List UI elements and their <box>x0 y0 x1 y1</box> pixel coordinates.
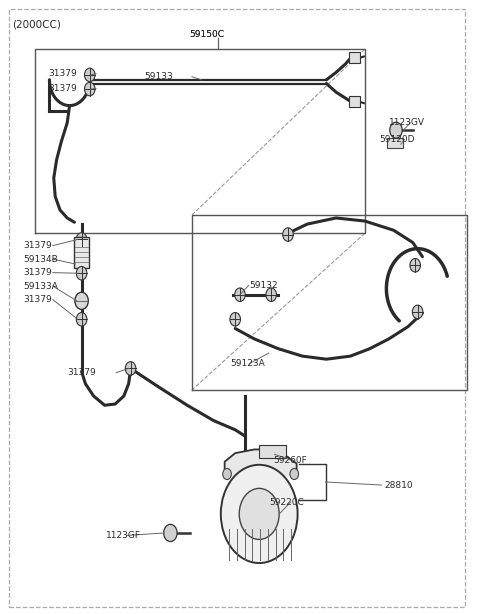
Circle shape <box>84 82 95 96</box>
Circle shape <box>221 465 298 563</box>
Text: 59150C: 59150C <box>189 31 224 39</box>
FancyBboxPatch shape <box>349 52 360 63</box>
Circle shape <box>283 228 293 241</box>
Circle shape <box>235 288 245 301</box>
Circle shape <box>75 292 88 309</box>
Circle shape <box>412 305 423 319</box>
Circle shape <box>390 122 402 138</box>
Text: 59133: 59133 <box>144 72 173 80</box>
Circle shape <box>223 468 231 480</box>
Text: 59133A: 59133A <box>23 282 58 290</box>
Circle shape <box>76 233 87 246</box>
Text: (2000CC): (2000CC) <box>12 20 61 29</box>
Text: 59260F: 59260F <box>274 456 307 465</box>
Text: 28810: 28810 <box>384 481 413 489</box>
Text: 31379: 31379 <box>48 69 77 78</box>
Circle shape <box>76 266 87 280</box>
Text: 1123GF: 1123GF <box>106 531 141 540</box>
Text: 31379: 31379 <box>23 295 52 304</box>
Circle shape <box>76 313 87 326</box>
Text: 31379: 31379 <box>48 84 77 93</box>
Text: 59123A: 59123A <box>230 359 265 368</box>
FancyBboxPatch shape <box>259 445 286 458</box>
Text: 31379: 31379 <box>23 268 52 277</box>
Circle shape <box>410 258 420 272</box>
Circle shape <box>84 68 95 82</box>
Text: 31379: 31379 <box>67 368 96 377</box>
Text: 59220C: 59220C <box>269 498 303 507</box>
Text: 31379: 31379 <box>23 241 52 250</box>
Circle shape <box>164 524 177 542</box>
Text: 1123GV: 1123GV <box>389 119 425 127</box>
Text: 59134B: 59134B <box>23 255 58 263</box>
FancyBboxPatch shape <box>387 138 403 148</box>
Circle shape <box>290 468 299 480</box>
Circle shape <box>266 288 276 301</box>
FancyBboxPatch shape <box>74 237 89 268</box>
Circle shape <box>230 313 240 326</box>
Text: 59120D: 59120D <box>379 135 415 144</box>
Circle shape <box>239 488 279 540</box>
FancyBboxPatch shape <box>349 96 360 107</box>
Polygon shape <box>225 449 297 476</box>
Text: 59150C: 59150C <box>189 31 224 39</box>
Text: 59132: 59132 <box>250 281 278 290</box>
Circle shape <box>125 362 136 375</box>
